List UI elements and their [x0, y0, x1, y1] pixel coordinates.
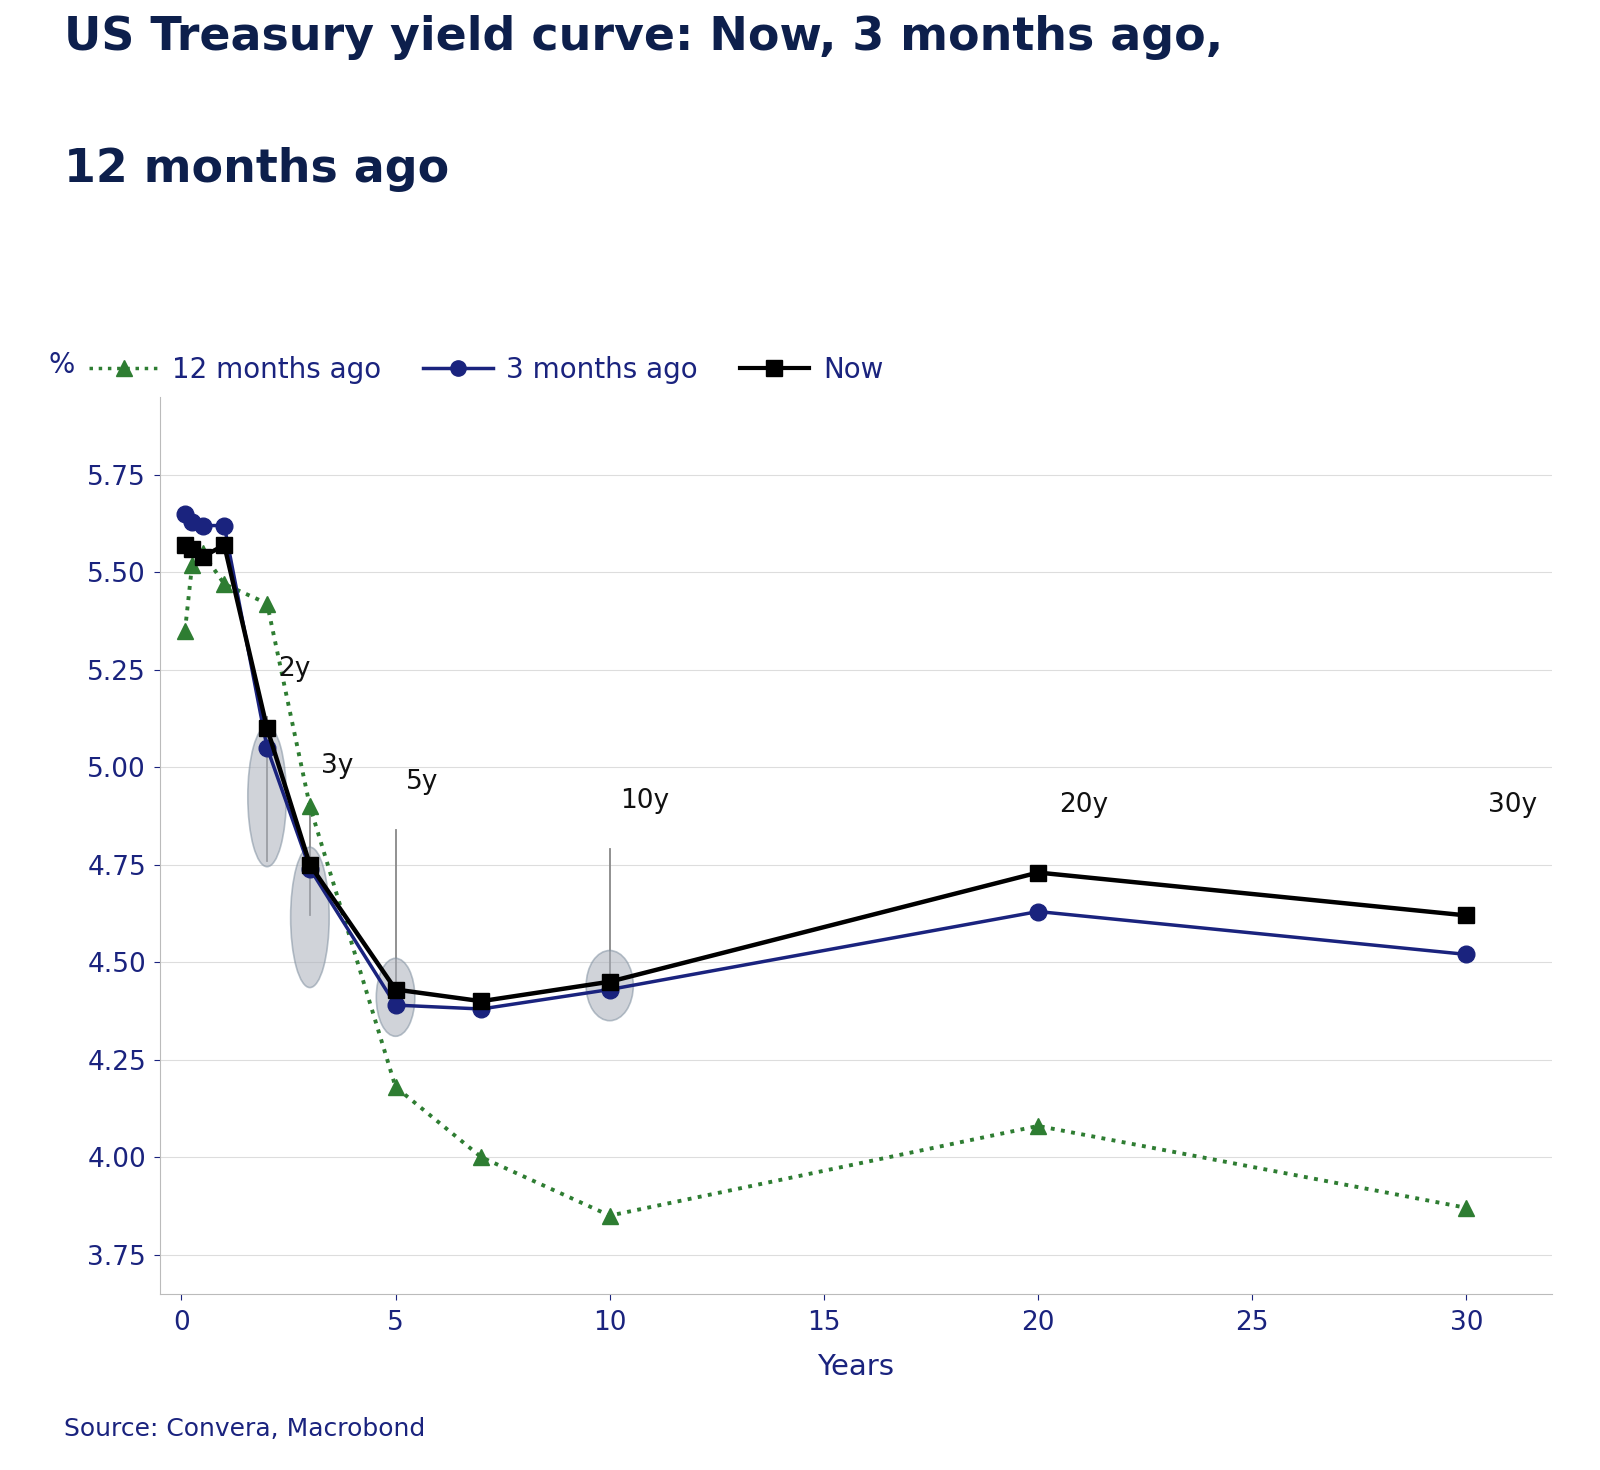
12 months ago: [472, 1148, 491, 1166]
3 months ago: [386, 997, 405, 1014]
Text: Source: Convera, Macrobond: Source: Convera, Macrobond: [64, 1417, 426, 1441]
Now: [301, 856, 320, 873]
Line: 3 months ago: 3 months ago: [176, 506, 1475, 1017]
Now: [386, 980, 405, 998]
12 months ago: [194, 544, 213, 562]
3 months ago: [182, 513, 202, 531]
Text: 10y: 10y: [621, 788, 669, 814]
12 months ago: [214, 575, 234, 592]
Ellipse shape: [248, 726, 286, 867]
Now: [182, 539, 202, 557]
3 months ago: [600, 980, 619, 998]
Ellipse shape: [291, 847, 330, 988]
Line: 12 months ago: 12 months ago: [178, 545, 1474, 1223]
Now: [1029, 864, 1048, 882]
12 months ago: [600, 1207, 619, 1225]
3 months ago: [214, 517, 234, 535]
12 months ago: [1456, 1200, 1475, 1217]
3 months ago: [472, 1000, 491, 1017]
12 months ago: [386, 1078, 405, 1095]
X-axis label: Years: Years: [818, 1352, 894, 1380]
Text: 20y: 20y: [1059, 792, 1109, 817]
Text: %: %: [48, 351, 75, 379]
Now: [214, 537, 234, 554]
3 months ago: [176, 506, 195, 523]
Ellipse shape: [586, 951, 634, 1020]
Text: 5y: 5y: [406, 769, 438, 795]
12 months ago: [301, 797, 320, 814]
Now: [600, 973, 619, 991]
Text: 30y: 30y: [1488, 792, 1538, 817]
Text: 2y: 2y: [278, 656, 310, 682]
3 months ago: [194, 517, 213, 535]
3 months ago: [301, 860, 320, 878]
12 months ago: [258, 595, 277, 613]
12 months ago: [1029, 1117, 1048, 1135]
Now: [194, 548, 213, 566]
Now: [176, 537, 195, 554]
12 months ago: [176, 622, 195, 639]
Now: [472, 992, 491, 1010]
Line: Now: Now: [178, 538, 1474, 1008]
3 months ago: [1456, 945, 1475, 963]
Legend: 12 months ago, 3 months ago, Now: 12 months ago, 3 months ago, Now: [78, 344, 894, 395]
Text: 12 months ago: 12 months ago: [64, 147, 450, 193]
3 months ago: [1029, 903, 1048, 920]
3 months ago: [258, 739, 277, 757]
Now: [1456, 907, 1475, 925]
12 months ago: [182, 556, 202, 573]
Text: 3y: 3y: [320, 753, 354, 779]
Ellipse shape: [376, 958, 414, 1036]
Text: US Treasury yield curve: Now, 3 months ago,: US Treasury yield curve: Now, 3 months a…: [64, 15, 1222, 60]
Now: [258, 719, 277, 736]
